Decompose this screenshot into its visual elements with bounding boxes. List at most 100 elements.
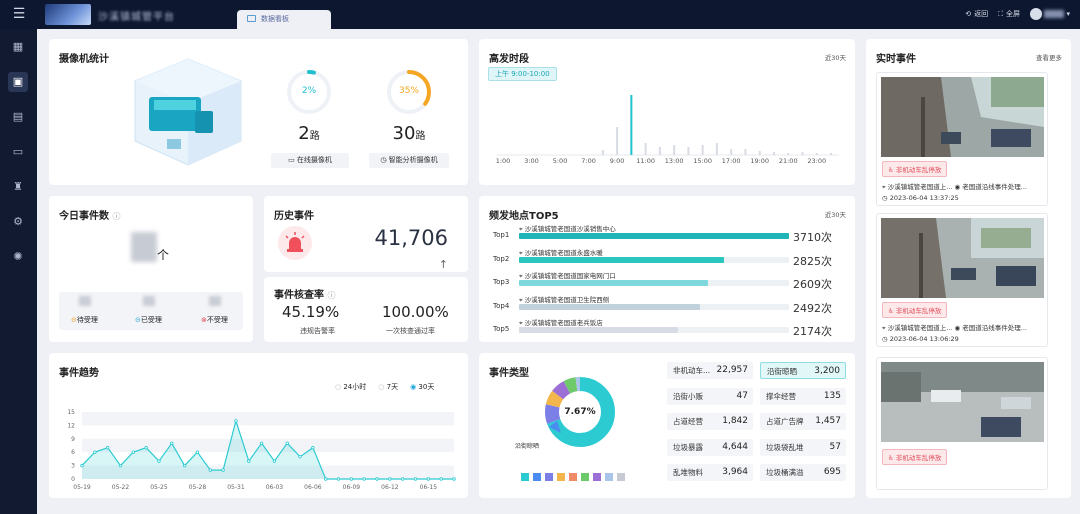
trend-point bbox=[247, 459, 251, 463]
trend-x-label: 05-25 bbox=[150, 484, 168, 491]
view-more-link[interactable]: 查看更多 bbox=[1036, 54, 1062, 62]
event-type-cell[interactable]: 垃圾暴露 4,644 bbox=[667, 438, 753, 456]
smart-camera-label: ◷ 智能分析摄像机 bbox=[369, 153, 449, 168]
patrol-icon[interactable]: ♜ bbox=[13, 180, 23, 193]
bike-icon: ♿ bbox=[888, 166, 896, 174]
event-type-donut bbox=[545, 377, 615, 447]
trend-point bbox=[272, 459, 277, 463]
peak-bar bbox=[715, 143, 718, 155]
back-button[interactable]: ⟲ 返回 bbox=[965, 9, 988, 19]
trend-x-label: 06-15 bbox=[420, 484, 438, 491]
dashboard-icon[interactable]: ▣ bbox=[8, 72, 28, 92]
trend-x-label: 06-06 bbox=[304, 484, 322, 491]
event-place-text: 沙溪镇城管老国道上... bbox=[887, 183, 953, 191]
trend-point bbox=[298, 454, 302, 459]
top5-value: 2492次 bbox=[793, 301, 832, 315]
trend-point bbox=[144, 446, 148, 450]
peak-bar bbox=[772, 152, 775, 155]
trend-point bbox=[362, 477, 366, 481]
radio-icon: ○ bbox=[378, 383, 385, 391]
top5-card: 频发地点TOP5 近30天 Top1 ⌖ 沙溪镇城管老国道沙溪销售中心 3710次 T… bbox=[479, 196, 855, 342]
top5-place: 沙溪镇城管老国道永盛水暖 bbox=[524, 248, 603, 257]
top5-value: 2174次 bbox=[793, 325, 832, 338]
peak-bar bbox=[658, 147, 661, 155]
gear-icon[interactable]: ✺ bbox=[13, 250, 23, 263]
trend-point bbox=[221, 468, 225, 472]
trend-x-label: 05-19 bbox=[73, 484, 91, 491]
fullscreen-button[interactable]: ⛶ 全屏 bbox=[998, 9, 1020, 19]
peak-bar bbox=[801, 152, 804, 155]
location-pin-icon: ⌖ bbox=[519, 272, 525, 280]
event-type-label: 沿街晾晒 bbox=[767, 367, 797, 376]
option-30d-label: 30天 bbox=[418, 383, 435, 391]
today-count-hidden bbox=[131, 232, 157, 262]
trend-point bbox=[80, 463, 84, 468]
check-rate-card: 事件核查率 ⓘ 45.19% 违规告警率 100.00% 一次核查通过率 bbox=[264, 277, 468, 342]
card-title: 今日事件数 ⓘ bbox=[59, 207, 120, 222]
event-type-value: 3,200 bbox=[814, 366, 840, 376]
option-24h[interactable]: ○ 24小时 bbox=[335, 382, 366, 392]
back-label: 返回 bbox=[974, 10, 989, 18]
smart-count-unit: 路 bbox=[415, 131, 426, 142]
legend-swatch bbox=[581, 473, 589, 481]
event-type-label: 非机动车... bbox=[673, 366, 711, 375]
smart-camera-percent: 35% bbox=[398, 86, 419, 96]
event-tag-label: 非机动车乱停放 bbox=[895, 307, 942, 315]
trend-x-label: 06-12 bbox=[381, 484, 399, 491]
option-7d[interactable]: ○ 7天 bbox=[378, 382, 398, 392]
event-location-text: 老国道沿线事件处理... bbox=[962, 324, 1027, 332]
screen-icon[interactable]: ▭ bbox=[12, 145, 24, 158]
event-type-cell[interactable]: 占道经营 1,842 bbox=[667, 413, 753, 430]
trend-point bbox=[400, 477, 405, 481]
peak-x-label: 1:00 bbox=[496, 157, 511, 165]
trend-point bbox=[336, 477, 341, 481]
tab-dashboard[interactable]: 数据看板 bbox=[237, 10, 331, 29]
top5-value: 2825次 bbox=[793, 254, 832, 268]
peak-x-label: 9:00 bbox=[610, 157, 625, 165]
status-accepted-label: 已受理 bbox=[140, 316, 162, 324]
trend-point bbox=[259, 441, 264, 445]
peak-bar bbox=[630, 95, 633, 155]
trend-point bbox=[182, 463, 187, 468]
events-icon[interactable]: ▤ bbox=[12, 110, 24, 123]
accepted-icon: ⊝ bbox=[135, 316, 141, 324]
event-item[interactable]: ♿ 非机动车乱停放 ⌖ 沙溪镇城管老国道上... ◉ 老国道沿线事件处理... … bbox=[876, 72, 1048, 206]
hamburger-icon[interactable]: ☰ bbox=[12, 6, 26, 22]
trend-point bbox=[131, 450, 136, 454]
event-type-cell[interactable]: 撑伞经营 135 bbox=[760, 387, 846, 405]
trend-point bbox=[234, 419, 238, 423]
camera-icon: ◉ bbox=[954, 324, 963, 332]
top5-place-row: ⌖ 沙溪镇城管老国道沙溪销售中心 bbox=[519, 223, 616, 234]
peak-bar bbox=[601, 150, 604, 155]
event-type-cell[interactable]: 非机动车... 22,957 bbox=[667, 362, 753, 379]
top5-rank: Top3 bbox=[493, 278, 510, 286]
card-title: 历史事件 bbox=[274, 211, 314, 222]
trend-point bbox=[413, 477, 418, 481]
event-type-value: 135 bbox=[823, 390, 841, 401]
event-type-cell[interactable]: 沿街晾晒 3,200 bbox=[760, 362, 846, 379]
today-status-panel: ⊝待受理 ⊝已受理 ⊗不受理 bbox=[59, 292, 243, 330]
event-type-cell[interactable]: 沿街小贩 47 bbox=[667, 387, 753, 405]
location-icon: ⌖ bbox=[882, 183, 888, 191]
settings-alt-icon[interactable]: ⚙ bbox=[13, 215, 23, 228]
event-item[interactable]: ♿ 非机动车乱停放 ⌖ 沙溪镇城管老国道上... ◉ 老国道沿线事件处理... … bbox=[876, 213, 1048, 347]
apps-icon[interactable]: ▦ bbox=[12, 40, 24, 53]
event-item[interactable]: ♿ 非机动车乱停放 bbox=[876, 357, 1048, 490]
online-camera-percent: 2% bbox=[301, 86, 317, 96]
rejected-count-hidden bbox=[209, 296, 221, 306]
event-type-cell[interactable]: 垃圾桶满溢 695 bbox=[760, 464, 846, 481]
peak-bar bbox=[815, 153, 818, 155]
event-type-value: 47 bbox=[736, 390, 748, 401]
event-type-cell[interactable]: 占道广告牌 1,457 bbox=[760, 413, 846, 430]
event-type-value: 1,457 bbox=[815, 416, 841, 426]
option-30d[interactable]: ◉ 30天 bbox=[410, 382, 434, 392]
event-type-cell[interactable]: 乱堆物料 3,964 bbox=[667, 464, 753, 481]
trend-point bbox=[349, 477, 354, 481]
legend-swatch bbox=[605, 473, 613, 481]
event-time: ◷ 2023-06-04 13:37:25 bbox=[882, 194, 959, 202]
peak-bar bbox=[673, 145, 676, 155]
user-menu[interactable]: ▾ bbox=[1030, 8, 1070, 20]
top5-bar bbox=[519, 327, 679, 333]
top5-bar bbox=[519, 303, 700, 310]
event-type-cell[interactable]: 垃圾袋乱堆 57 bbox=[760, 438, 846, 456]
